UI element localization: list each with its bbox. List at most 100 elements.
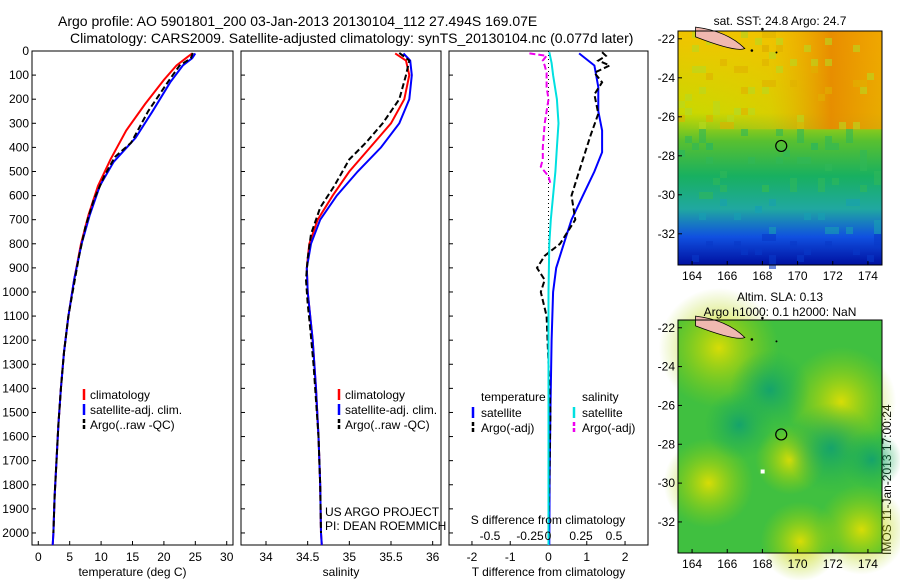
sst-pixel bbox=[706, 241, 713, 248]
sst-pixel bbox=[734, 241, 741, 248]
sst-pixel bbox=[797, 115, 804, 122]
sst-pixel bbox=[867, 255, 874, 262]
sst-pixel bbox=[811, 66, 818, 73]
depth-tick-label: 0 bbox=[22, 44, 29, 58]
sst-pixel bbox=[797, 255, 804, 262]
sst-pixel bbox=[797, 136, 804, 143]
sst-pixel bbox=[692, 66, 699, 73]
sst-pixel bbox=[846, 136, 853, 143]
sst-pixel bbox=[699, 129, 706, 136]
sla-map-panel: 164 166 168 170 172 174 -22 -24 -26 -28 -30 -32 Alti… bbox=[658, 287, 900, 580]
sst-pixel bbox=[748, 157, 755, 164]
salinity-xtick-label: 34 bbox=[259, 550, 273, 564]
sst-pixel bbox=[846, 129, 853, 136]
sst-pixel bbox=[776, 45, 783, 52]
sst-pixel bbox=[685, 108, 692, 115]
temperature-xtick-label: 0 bbox=[35, 550, 42, 564]
sst-pixel bbox=[783, 150, 790, 157]
sst-pixel bbox=[769, 199, 776, 206]
sst-pixel bbox=[699, 192, 706, 199]
sst-pixel bbox=[832, 227, 839, 234]
sst-pixel bbox=[713, 101, 720, 108]
depth-tick-label: 1900 bbox=[2, 502, 29, 516]
sst-pixel bbox=[755, 248, 762, 255]
depth-tick-label: 500 bbox=[9, 164, 29, 178]
sst-pixel bbox=[769, 227, 776, 234]
sla-map-ytick-label: -22 bbox=[658, 321, 676, 335]
sst-pixel bbox=[860, 157, 867, 164]
sst-pixel bbox=[839, 122, 846, 129]
sst-pixel bbox=[832, 178, 839, 185]
differences-xtick-label: -2 bbox=[467, 550, 478, 564]
sst-pixel bbox=[699, 87, 706, 94]
sst-pixel bbox=[874, 241, 881, 248]
depth-tick-label: 200 bbox=[9, 92, 29, 106]
sst-pixel bbox=[790, 80, 797, 87]
differences-xtick-label: 0 bbox=[545, 550, 552, 564]
sst-pixel bbox=[811, 59, 818, 66]
sst-pixel bbox=[720, 59, 727, 66]
sst-pixel bbox=[860, 164, 867, 171]
sla-map-ytick-label: -24 bbox=[658, 360, 676, 374]
sst-pixel bbox=[727, 122, 734, 129]
sst-pixel bbox=[867, 73, 874, 80]
sla-map-xtick-label: 172 bbox=[823, 557, 843, 571]
sst-pixel bbox=[769, 80, 776, 87]
depth-tick-label: 100 bbox=[9, 68, 29, 82]
sst-pixel bbox=[776, 38, 783, 45]
sst-pixel bbox=[860, 150, 867, 157]
sst-pixel bbox=[699, 136, 706, 143]
depth-tick-label: 1400 bbox=[2, 381, 29, 395]
sst-map-title: sat. SST: 24.8 Argo: 24.7 bbox=[714, 14, 847, 28]
temperature-panel: 0 5 10 15 20 25 300100200300400500600700800900… bbox=[2, 44, 233, 579]
sst-pixel bbox=[790, 185, 797, 192]
sst-pixel bbox=[734, 213, 741, 220]
differences-xtick-label: 1 bbox=[583, 550, 590, 564]
sst-pixel bbox=[860, 185, 867, 192]
sst-map-frame bbox=[677, 30, 883, 266]
island-dot bbox=[761, 27, 764, 31]
sst-pixel bbox=[790, 241, 797, 248]
depth-tick-label: 1600 bbox=[2, 430, 29, 444]
argo-float-marker bbox=[775, 139, 788, 153]
temperature-xtick-label: 20 bbox=[157, 550, 171, 564]
sst-map-xtick-label: 168 bbox=[752, 269, 772, 283]
sst-pixel bbox=[818, 178, 825, 185]
sst-pixel bbox=[846, 199, 853, 206]
island-dot bbox=[750, 338, 754, 341]
sst-pixel bbox=[832, 143, 839, 150]
sla-field-blob bbox=[704, 389, 775, 460]
sst-pixel bbox=[706, 115, 713, 122]
temperature-legend-label: Argo(..raw -QC) bbox=[90, 418, 175, 432]
sst-map-ytick-label: -24 bbox=[658, 71, 676, 85]
sst-pixel bbox=[853, 199, 860, 206]
sst-pixel bbox=[734, 66, 741, 73]
depth-tick-label: 1800 bbox=[2, 478, 29, 492]
depth-tick-label: 700 bbox=[9, 213, 29, 227]
differences-panel: -2 -1 0 1 2T difference from climatology S di… bbox=[448, 50, 649, 579]
legend-salinity-label: satellite bbox=[582, 406, 623, 420]
sst-pixel bbox=[874, 178, 881, 185]
sst-pixel bbox=[720, 185, 727, 192]
depth-tick-label: 1300 bbox=[2, 357, 29, 371]
sla-field-blob bbox=[841, 429, 900, 490]
sla-field-blob bbox=[760, 501, 841, 580]
differences-series-0 bbox=[548, 52, 604, 546]
sst-pixel bbox=[678, 115, 685, 122]
sla-map-ytick-label: -26 bbox=[658, 398, 676, 412]
sst-pixel bbox=[776, 129, 783, 136]
sst-map-ytick-label: -32 bbox=[658, 227, 676, 241]
differences-top-tick-label: -0.25 bbox=[516, 529, 544, 543]
sst-pixel bbox=[727, 115, 734, 122]
depth-tick-label: 2000 bbox=[2, 526, 29, 540]
depth-tick-label: 1700 bbox=[2, 454, 29, 468]
sst-pixel bbox=[706, 73, 713, 80]
salinity-legend-label: satellite-adj. clim. bbox=[345, 403, 437, 417]
sst-map-xtick-label: 174 bbox=[858, 269, 878, 283]
sst-pixel bbox=[699, 66, 706, 73]
sst-pixel bbox=[748, 87, 755, 94]
differences-top-tick-label: 0 bbox=[545, 529, 552, 543]
sst-pixel bbox=[741, 87, 748, 94]
sst-pixel bbox=[853, 122, 860, 129]
sst-map-xtick-label: 170 bbox=[788, 269, 808, 283]
